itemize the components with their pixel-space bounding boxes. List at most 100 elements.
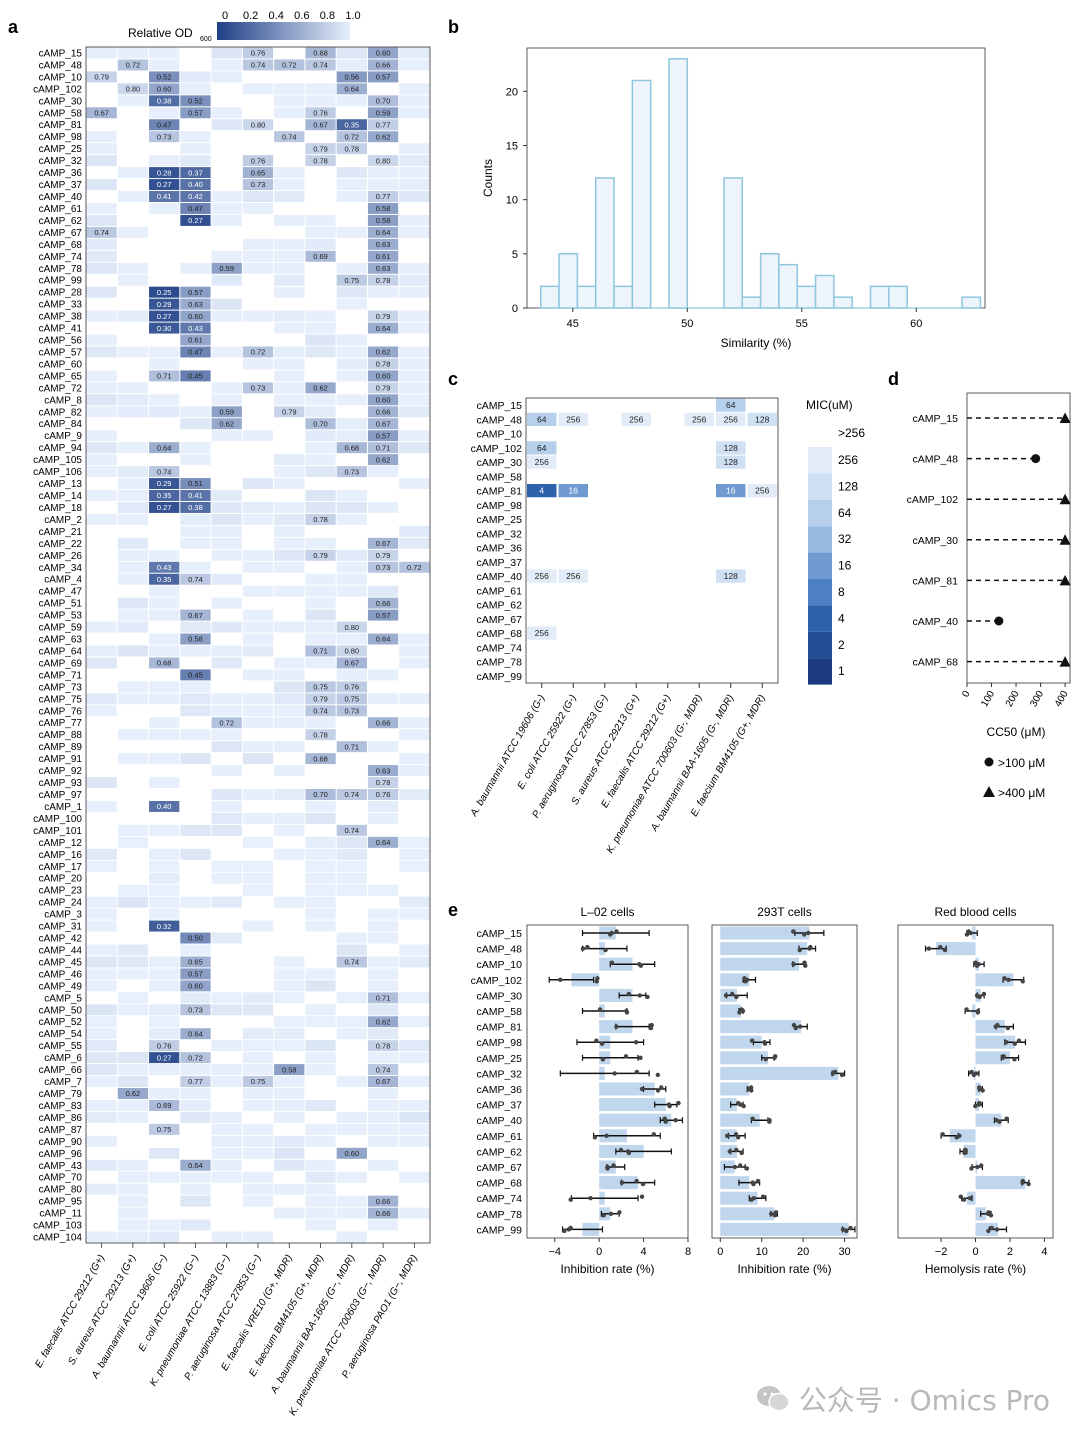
heatmap-a-cell-label: 0.71: [345, 742, 360, 751]
heatmap-a-cell: [336, 334, 367, 346]
heatmap-a-cell-label: 0.74: [313, 61, 328, 70]
mic-legend-label: 64: [838, 506, 852, 520]
heatmap-a-cell: [242, 478, 274, 490]
heatmap-a-cell: [305, 310, 336, 322]
heatmap-a-cell: [149, 717, 180, 729]
heatmap-a-cell: [117, 884, 149, 896]
heatmap-a-cell: [180, 478, 211, 490]
heatmap-a-cell: [86, 956, 117, 968]
heatmap-a-row-label: cAMP_92: [39, 766, 83, 777]
heatmap-a-cell: [211, 430, 242, 442]
heatmap-a-cell: [305, 836, 336, 848]
heatmap-a-cell: [242, 561, 274, 573]
heatmap-a-cell: [242, 693, 274, 705]
heatmap-a-row-label: cAMP_104: [33, 1233, 82, 1244]
heatmap-a-cell: [86, 394, 117, 406]
heatmap-a-row-label: cAMP_21: [39, 527, 83, 538]
heatmap-a-cell: [336, 549, 367, 561]
heatmap-a-cell: [180, 609, 211, 621]
heatmap-a-cell-label: 0.65: [251, 168, 266, 177]
heatmap-a-cell-label: 0.66: [376, 407, 391, 416]
mic-cell: [558, 484, 588, 498]
heatmap-a-cell-label: 0.74: [345, 826, 360, 835]
heatmap-a-cell: [149, 167, 180, 179]
heatmap-a-cell: [274, 501, 305, 513]
heatmap-a-cell-label: 0.79: [313, 695, 328, 704]
heatmap-a-cell-label: 0.77: [188, 1077, 203, 1086]
heatmap-a-cell-label: 0.61: [188, 336, 203, 345]
heatmap-a-cell: [117, 896, 149, 908]
heatmap-a-cell-label: 0.73: [188, 1005, 203, 1014]
heatmap-a-cell-label: 0.80: [345, 623, 360, 632]
heatmap-a-cell-label: 0.62: [376, 1017, 391, 1026]
mic-cell-label: 256: [629, 414, 643, 424]
heatmap-a-cell: [211, 346, 242, 358]
cell-bar-point: [1012, 1041, 1017, 1046]
heatmap-a-cell: [399, 214, 430, 226]
heatmap-a-cell: [274, 370, 305, 382]
heatmap-a-cell: [336, 932, 367, 944]
heatmap-a-cell-label: 0.62: [376, 348, 391, 357]
heatmap-a-row-label: cAMP_5: [44, 993, 82, 1004]
heatmap-a-cell: [336, 1195, 367, 1207]
cell-bar-point: [601, 1213, 606, 1218]
cell-bar-point: [751, 1181, 756, 1187]
heatmap-a-cell-label: 0.74: [282, 132, 297, 141]
heatmap-a-row-label: cAMP_91: [39, 754, 83, 765]
heatmap-a-cell-label: 0.52: [188, 97, 203, 106]
heatmap-a-cell: [149, 848, 180, 860]
heatmap-a-row-label: cAMP_32: [39, 156, 83, 167]
heatmap-a-cell: [242, 860, 274, 872]
heatmap-a-cell-label: 0.35: [157, 575, 172, 584]
heatmap-a-cell: [336, 59, 367, 71]
heatmap-a-cell: [367, 370, 399, 382]
heatmap-a-cell-label: 0.30: [157, 324, 172, 333]
heatmap-a-cell: [211, 573, 242, 585]
heatmap-a-cell: [149, 346, 180, 358]
heatmap-a-cell: [367, 693, 399, 705]
heatmap-a-cell: [211, 107, 242, 119]
heatmap-a-cell: [180, 537, 211, 549]
heatmap-a-cell: [86, 1111, 117, 1123]
heatmap-a-cell: [180, 1219, 211, 1231]
cell-bar-point: [989, 1225, 994, 1231]
mic-cell: [716, 398, 746, 412]
heatmap-a-cell: [180, 980, 211, 992]
heatmap-a-cell: [305, 454, 336, 466]
mic-cell: [684, 412, 714, 426]
cc50-row-label: cAMP_40: [912, 616, 958, 628]
heatmap-a-cell: [367, 418, 399, 430]
heatmap-a-cell-label: 0.64: [188, 1029, 203, 1038]
heatmap-a-cell: [117, 1111, 149, 1123]
heatmap-a-cell: [367, 669, 399, 681]
cell-bar-point: [626, 991, 632, 997]
heatmap-a-cell: [180, 573, 211, 585]
heatmap-a-row-label: cAMP_80: [39, 1185, 83, 1196]
heatmap-a-cell-label: 0.25: [157, 288, 172, 297]
cell-bar-point: [611, 1163, 616, 1168]
heatmap-a-cell: [211, 741, 242, 753]
heatmap-a-cell: [211, 382, 242, 394]
heatmap-a-cell: [242, 310, 274, 322]
heatmap-a-cell: [274, 765, 305, 777]
cell-bar-point: [975, 1010, 981, 1015]
heatmap-a-cell: [305, 896, 336, 908]
heatmap-a-cell: [149, 490, 180, 501]
heatmap-a-cell: [336, 645, 367, 657]
cell-bar-frame: [526, 924, 689, 1239]
heatmap-a-cell-label: 0.66: [376, 1197, 391, 1206]
cell-bar-frame: [711, 924, 858, 1239]
heatmap-a-row-label: cAMP_93: [39, 778, 83, 789]
heatmap-a-cell: [242, 47, 274, 59]
cc50-legend-triangle: [983, 786, 995, 797]
heatmap-a-cell: [86, 1076, 117, 1088]
mic-cell: [716, 569, 746, 583]
heatmap-a-cell: [86, 382, 117, 394]
heatmap-a-cell-label: 0.62: [376, 455, 391, 464]
heatmap-a-cell: [305, 406, 336, 418]
heatmap-a-cell: [211, 729, 242, 741]
heatmap-a-cell: [211, 537, 242, 549]
heatmap-a-cell-label: 0.69: [157, 1101, 172, 1110]
legend-a-title: Relative OD: [128, 26, 193, 40]
heatmap-a-cell: [336, 1171, 367, 1183]
